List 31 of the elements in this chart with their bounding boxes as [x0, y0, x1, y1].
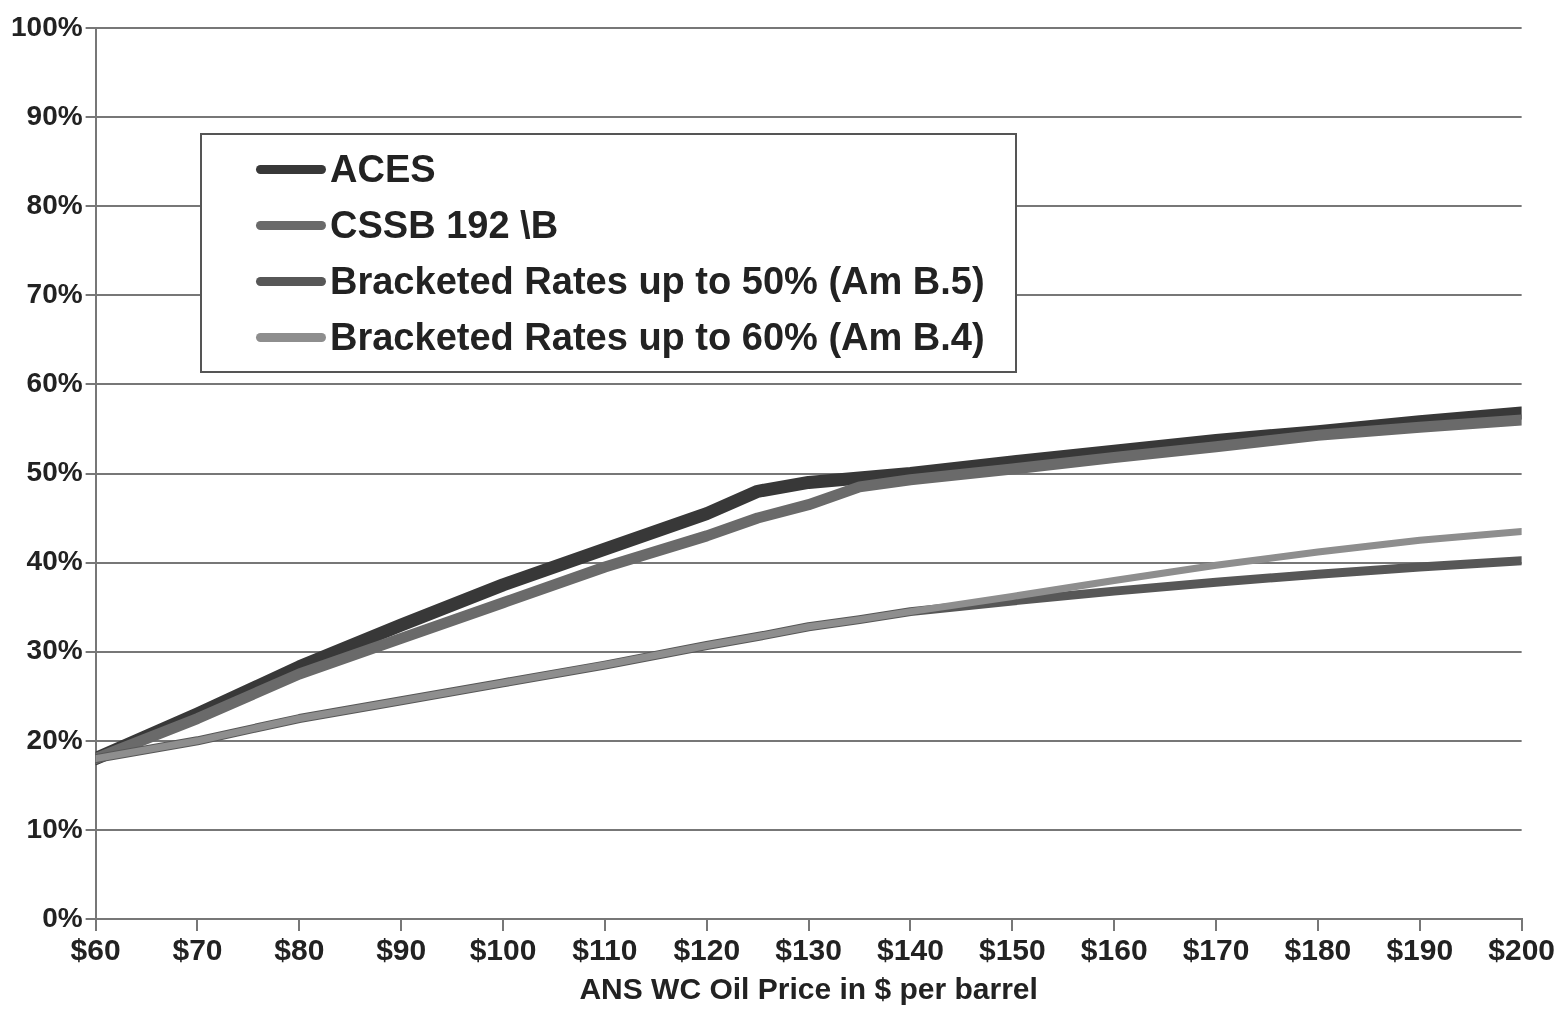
y-tick-label: 10% — [26, 812, 83, 844]
y-tick-label: 90% — [26, 99, 83, 131]
y-tick-label: 60% — [26, 367, 83, 399]
x-tick-label: $150 — [978, 933, 1046, 967]
y-tick-label: 20% — [26, 723, 83, 755]
x-tick-label: $180 — [1284, 933, 1352, 967]
y-tick-label: 80% — [26, 188, 83, 220]
x-tick-label: $100 — [469, 933, 537, 967]
x-tick-label: $90 — [376, 933, 427, 967]
y-tick-label: 70% — [26, 278, 83, 310]
legend-label: ACES — [330, 147, 436, 191]
x-tick-label: $80 — [274, 933, 325, 967]
y-tick-label: 40% — [26, 545, 83, 577]
x-tick-label: $120 — [673, 933, 741, 967]
x-tick-label: $160 — [1080, 933, 1148, 967]
x-tick-label: $170 — [1182, 933, 1250, 967]
y-tick-label: 30% — [26, 634, 83, 666]
legend-label: Bracketed Rates up to 50% (Am B.5) — [330, 259, 985, 303]
x-tick-label: $70 — [172, 933, 223, 967]
x-tick-label: $190 — [1386, 933, 1454, 967]
x-tick-label: $110 — [572, 933, 638, 967]
legend-label: CSSB 192 \B — [330, 203, 559, 247]
y-tick-label: 50% — [26, 456, 83, 488]
x-axis-title: ANS WC Oil Price in $ per barrel — [579, 972, 1038, 1006]
x-tick-label: $60 — [70, 933, 121, 967]
x-tick-label: $130 — [775, 933, 842, 967]
y-tick-label: 100% — [10, 10, 83, 42]
y-tick-label: 0% — [42, 901, 83, 933]
x-tick-label: $140 — [877, 933, 944, 967]
legend-label: Bracketed Rates up to 60% (Am B.4) — [330, 315, 985, 359]
x-tick-label: $200 — [1488, 933, 1556, 967]
